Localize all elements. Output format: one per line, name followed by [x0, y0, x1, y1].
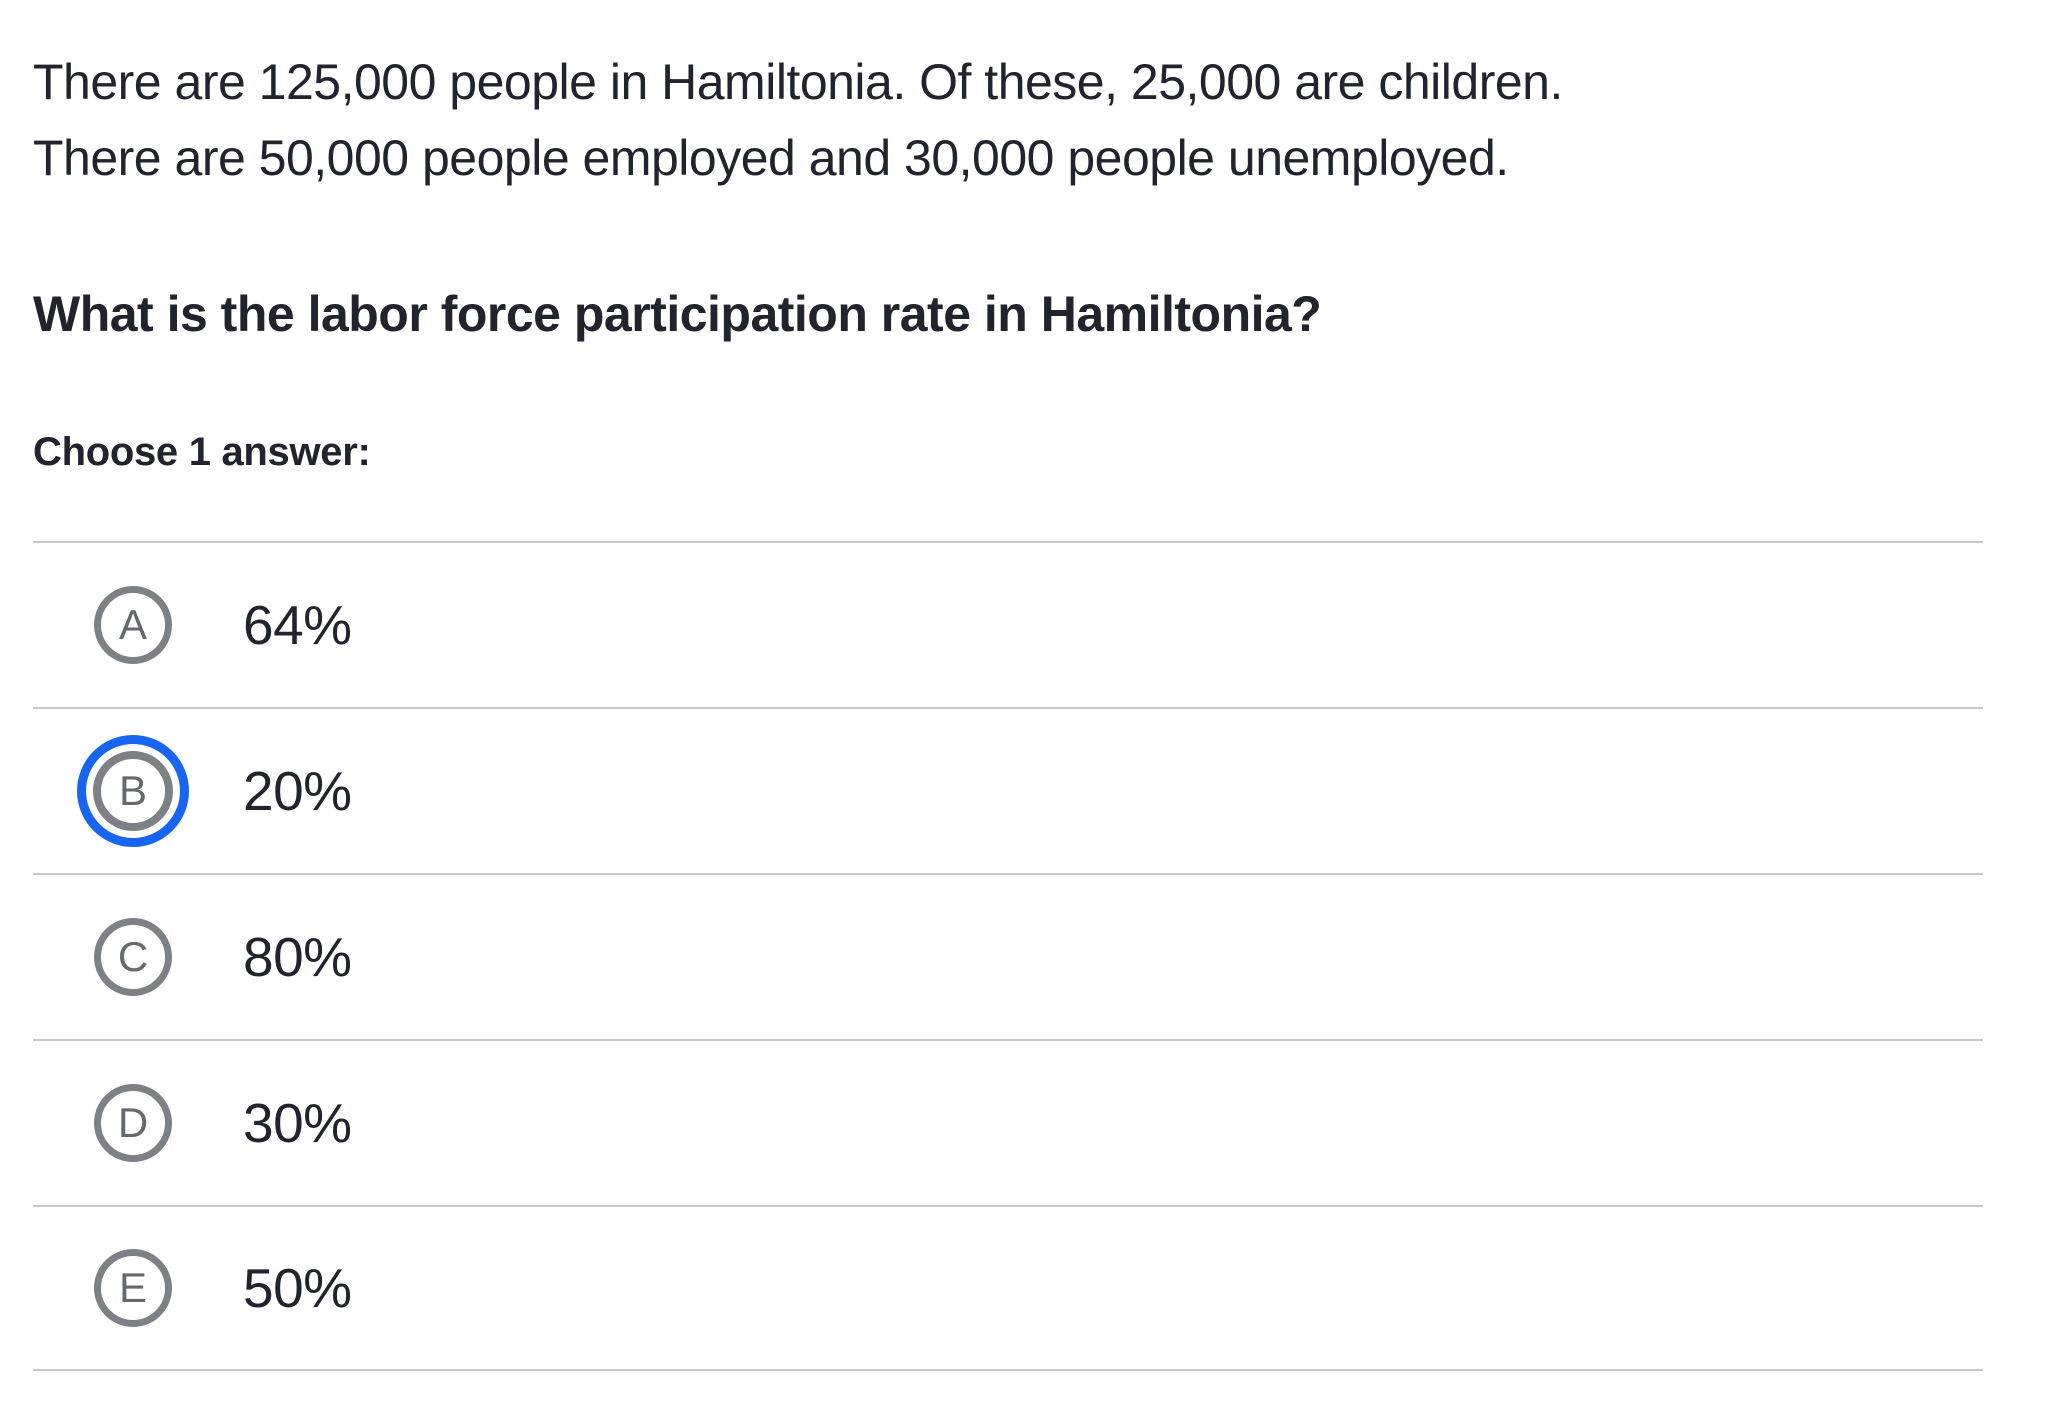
choice-row-a[interactable]: A 64%	[33, 541, 1983, 707]
choice-letter-a: A	[118, 601, 147, 648]
choose-answer-label: Choose 1 answer:	[33, 430, 371, 474]
question-stimulus: There are 125,000 people in Hamiltonia. …	[33, 44, 1563, 196]
choice-letter-d: D	[117, 1099, 149, 1146]
radio-circle-e: E	[94, 1249, 172, 1327]
choice-label-d: 30%	[243, 1092, 352, 1154]
radio-circle-a: A	[94, 586, 172, 664]
radio-circle-c: C	[94, 918, 172, 996]
choice-letter-c: C	[117, 933, 149, 980]
choice-row-d[interactable]: D 30%	[33, 1039, 1983, 1205]
answer-choices-list: A 64% B 20% C 80% D	[33, 541, 1983, 1371]
radio-circle-d: D	[94, 1084, 172, 1162]
choice-label-e: 50%	[243, 1257, 352, 1319]
radio-button-b[interactable]: B	[77, 735, 189, 847]
stimulus-line-2: There are 50,000 people employed and 30,…	[33, 130, 1509, 186]
radio-button-a[interactable]: A	[77, 569, 189, 681]
choice-row-c[interactable]: C 80%	[33, 873, 1983, 1039]
choice-letter-e: E	[118, 1264, 147, 1311]
choice-row-b[interactable]: B 20%	[33, 707, 1983, 873]
radio-button-e[interactable]: E	[77, 1232, 189, 1344]
radio-button-c[interactable]: C	[77, 901, 189, 1013]
choice-label-c: 80%	[243, 926, 352, 988]
choice-letter-b: B	[118, 767, 147, 814]
stimulus-line-1: There are 125,000 people in Hamiltonia. …	[33, 54, 1563, 110]
question-prompt: What is the labor force participation ra…	[33, 286, 1322, 342]
choice-label-a: 64%	[243, 594, 352, 656]
radio-circle-b: B	[93, 751, 173, 831]
choice-label-b: 20%	[243, 760, 352, 822]
choice-row-e[interactable]: E 50%	[33, 1205, 1983, 1371]
radio-button-d[interactable]: D	[77, 1067, 189, 1179]
